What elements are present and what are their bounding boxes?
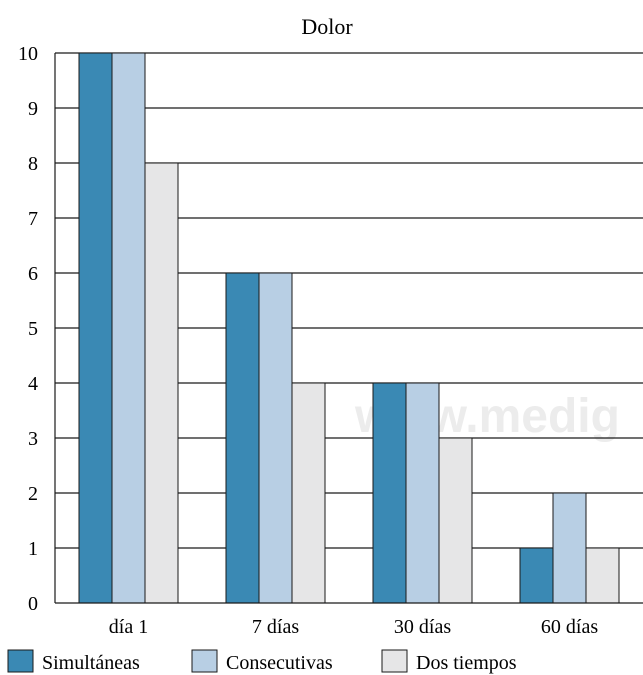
legend-swatch <box>7 649 34 673</box>
bar <box>372 382 407 604</box>
bar <box>78 52 113 604</box>
bar <box>225 272 260 604</box>
bar <box>438 437 473 604</box>
x-tick-labels: día 1 7 días 30 días 60 días <box>109 616 599 638</box>
y-tick-labels: 0 1 2 3 4 5 6 7 8 9 10 <box>18 43 38 615</box>
bars <box>78 52 620 604</box>
bar <box>405 382 440 604</box>
x-tick-label: día 1 <box>109 616 148 638</box>
bar <box>519 547 554 604</box>
y-tick-label: 1 <box>28 538 38 560</box>
y-tick-label: 10 <box>18 43 38 65</box>
x-tick-label: 7 días <box>252 616 299 638</box>
legend-swatch <box>381 649 408 673</box>
y-tick-label: 8 <box>28 153 38 175</box>
axes <box>54 53 643 604</box>
chart-title: Dolor <box>301 14 353 39</box>
y-tick-label: 9 <box>28 98 38 120</box>
y-tick-label: 3 <box>28 428 38 450</box>
bar <box>291 382 326 604</box>
y-tick-label: 7 <box>28 208 38 230</box>
legend-label: Dos tiempos <box>416 652 517 674</box>
bar <box>144 162 179 604</box>
bar <box>585 547 620 604</box>
x-tick-label: 60 días <box>541 616 598 638</box>
bar <box>258 272 293 604</box>
x-tick-label: 30 días <box>394 616 451 638</box>
y-tick-label: 2 <box>28 483 38 505</box>
bar <box>552 492 587 604</box>
legend-label: Simultáneas <box>42 652 140 674</box>
y-tick-label: 5 <box>28 318 38 340</box>
bar <box>111 52 146 604</box>
legend-swatch <box>191 649 218 673</box>
legend-label: Consecutivas <box>226 652 333 674</box>
y-tick-label: 4 <box>28 373 38 395</box>
y-tick-label: 6 <box>28 263 38 285</box>
legend: Simultáneas Consecutivas Dos tiempos <box>7 649 517 674</box>
y-tick-label: 0 <box>28 593 38 615</box>
